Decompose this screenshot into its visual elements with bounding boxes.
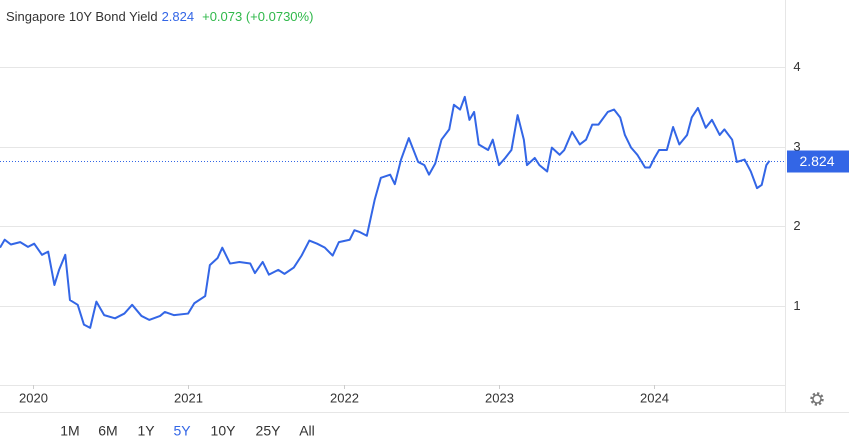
range-button[interactable]: 25Y <box>256 423 282 439</box>
x-tick-label: 2023 <box>485 390 514 405</box>
x-tick-label: 2022 <box>330 390 359 405</box>
y-tick-label: 1 <box>793 298 800 313</box>
x-tick-label: 2024 <box>640 390 669 405</box>
change: +0.073 (+0.0730%) <box>202 9 313 24</box>
range-button[interactable]: 1M <box>60 423 79 439</box>
x-tick-label: 2021 <box>174 390 203 405</box>
line-series <box>0 95 771 329</box>
range-button[interactable]: 5Y <box>173 423 191 439</box>
range-button[interactable]: All <box>299 423 315 439</box>
title-text: Singapore 10Y Bond Yield <box>6 9 158 24</box>
range-button[interactable]: 6M <box>98 423 117 439</box>
y-tick-label: 3 <box>793 139 800 154</box>
range-button[interactable]: 10Y <box>211 423 237 439</box>
last-value-tag-label: 2.824 <box>799 153 834 169</box>
chart-title: Singapore 10Y Bond Yield 2.824 +0.073 (+0.… <box>6 9 313 24</box>
y-tick-label: 4 <box>793 59 800 74</box>
x-tick-label: 2020 <box>19 390 48 405</box>
plot-area <box>0 67 785 329</box>
last-value-tag <box>787 150 849 173</box>
range-button[interactable]: 1Y <box>137 423 155 439</box>
settings-icon[interactable] <box>810 392 824 406</box>
last-value: 2.824 <box>162 9 195 24</box>
y-tick-label: 2 <box>793 218 800 233</box>
